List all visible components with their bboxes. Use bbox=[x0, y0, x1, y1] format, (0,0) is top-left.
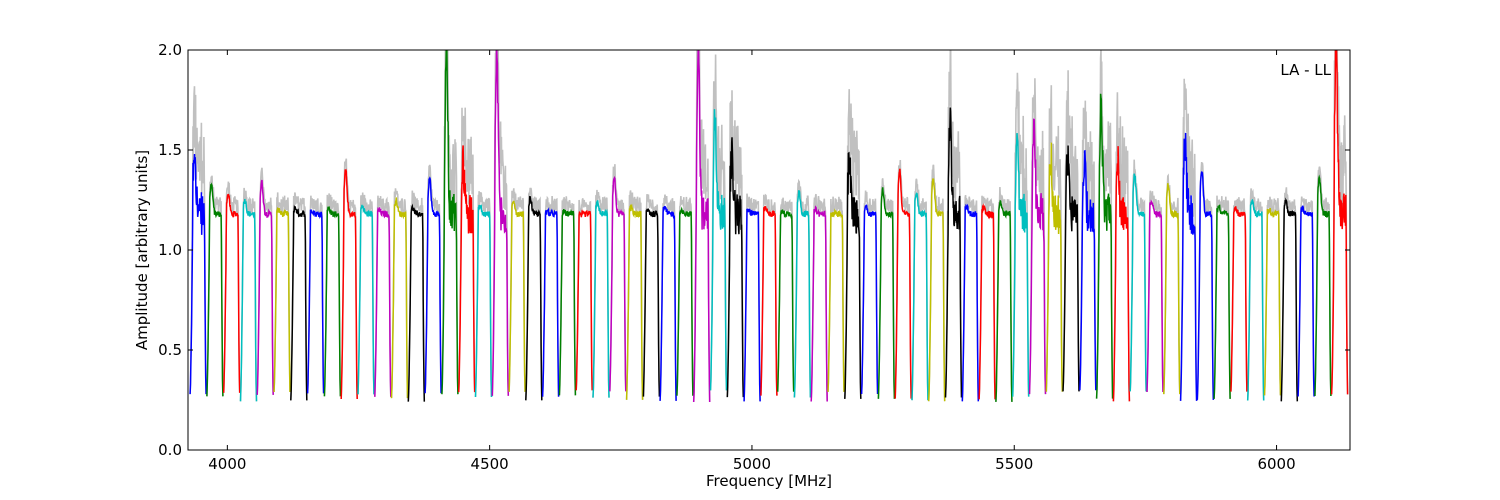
y-axis-label: Amplitude [arbitrary units] bbox=[133, 150, 151, 350]
spw-series-line bbox=[877, 187, 896, 399]
y-tick-label: 1.0 bbox=[158, 241, 182, 259]
spw-series-line bbox=[508, 200, 526, 392]
x-tick-label: 6000 bbox=[1257, 455, 1295, 473]
spw-series-line bbox=[525, 195, 543, 401]
unflagged-series-line bbox=[1011, 72, 1030, 397]
spw-series-line bbox=[995, 199, 1013, 402]
spw-series-line bbox=[424, 176, 442, 394]
spw-series-line bbox=[911, 191, 929, 401]
spw-series-line bbox=[357, 204, 375, 395]
spw-series-line bbox=[1330, 50, 1349, 395]
spw-series-line bbox=[1246, 198, 1265, 401]
spw-series-line bbox=[290, 204, 308, 401]
spw-series-line bbox=[491, 50, 510, 396]
baseline-annotation: LA - LL bbox=[1280, 61, 1331, 79]
spw-series-line bbox=[760, 205, 778, 396]
spw-series-line bbox=[894, 168, 912, 399]
spw-series-line bbox=[1146, 199, 1164, 393]
spw-series-line bbox=[1163, 183, 1181, 395]
y-tick-label: 0.5 bbox=[158, 341, 182, 359]
spw-series-line bbox=[441, 50, 459, 395]
spw-series-line bbox=[827, 208, 845, 392]
spw-series-line bbox=[1297, 205, 1315, 397]
spw-series-line bbox=[1179, 132, 1198, 401]
spw-series-line bbox=[810, 205, 828, 402]
spw-series-line bbox=[1314, 174, 1332, 397]
spw-series-line bbox=[1230, 206, 1248, 392]
spw-series-line bbox=[306, 209, 325, 394]
spw-series-line bbox=[726, 137, 745, 398]
spw-series-line bbox=[407, 203, 426, 402]
spw-series-line bbox=[692, 50, 711, 403]
spw-series-line bbox=[961, 203, 980, 402]
spw-series-line bbox=[860, 204, 879, 395]
x-axis-label: Frequency [MHz] bbox=[706, 472, 832, 490]
spw-series-line bbox=[927, 178, 946, 402]
spw-series-line bbox=[844, 151, 862, 399]
x-axis-ticks: 4000 4500 5000 5500 6000 bbox=[208, 50, 1296, 473]
spw-series-line bbox=[944, 107, 963, 398]
x-tick-label: 4000 bbox=[208, 455, 246, 473]
spw-series-line bbox=[189, 153, 207, 395]
y-tick-label: 1.5 bbox=[158, 141, 182, 159]
spw-series-line bbox=[1062, 145, 1080, 392]
x-tick-label: 5500 bbox=[995, 455, 1033, 473]
x-tick-label: 4500 bbox=[471, 455, 509, 473]
spw-series-line bbox=[390, 197, 409, 399]
spw-series-line bbox=[541, 206, 560, 397]
spw-series-line bbox=[1011, 133, 1030, 397]
unflagged-series-line bbox=[1062, 70, 1080, 392]
spw-series-line bbox=[978, 203, 996, 400]
y-tick-label: 2.0 bbox=[158, 41, 182, 59]
spw-series-line bbox=[206, 182, 224, 397]
spw-series-line bbox=[625, 203, 644, 400]
spw-series-line bbox=[1196, 171, 1215, 400]
spw-series-line bbox=[1095, 93, 1114, 399]
spw-series-line bbox=[1263, 207, 1282, 396]
spw-series-line bbox=[609, 175, 627, 392]
spw-series-line bbox=[709, 109, 728, 391]
spectral-windows-layer bbox=[189, 50, 1349, 403]
spw-series-line bbox=[457, 145, 476, 393]
spw-series-line bbox=[558, 208, 577, 396]
spw-series-line bbox=[273, 206, 291, 393]
spw-series-line bbox=[1045, 142, 1064, 392]
spw-series-line bbox=[642, 208, 661, 397]
spw-series-line bbox=[776, 209, 795, 392]
spw-series-line bbox=[743, 208, 761, 402]
spw-series-line bbox=[1112, 146, 1131, 402]
spw-series-line bbox=[374, 206, 392, 397]
x-tick-label: 5000 bbox=[733, 455, 771, 473]
spw-series-line bbox=[676, 206, 694, 396]
spw-series-line bbox=[1280, 197, 1299, 402]
spw-series-line bbox=[474, 203, 493, 398]
spw-series-line bbox=[222, 193, 241, 393]
spw-series-line bbox=[575, 209, 593, 391]
spw-series-line bbox=[340, 168, 358, 400]
spw-series-line bbox=[1079, 149, 1097, 391]
spw-series-line bbox=[1129, 173, 1147, 392]
spw-series-line bbox=[659, 205, 677, 401]
spw-series-line bbox=[1028, 118, 1047, 395]
spw-series-line bbox=[256, 179, 274, 395]
spw-series-line bbox=[323, 206, 342, 397]
y-tick-label: 0.0 bbox=[158, 441, 182, 459]
spw-series-line bbox=[1213, 204, 1231, 399]
spw-series-line bbox=[793, 190, 812, 398]
spw-series-line bbox=[239, 198, 258, 402]
y-axis-ticks: 0.0 0.5 1.0 1.5 2.0 bbox=[158, 41, 1350, 459]
spw-series-line bbox=[592, 200, 610, 398]
